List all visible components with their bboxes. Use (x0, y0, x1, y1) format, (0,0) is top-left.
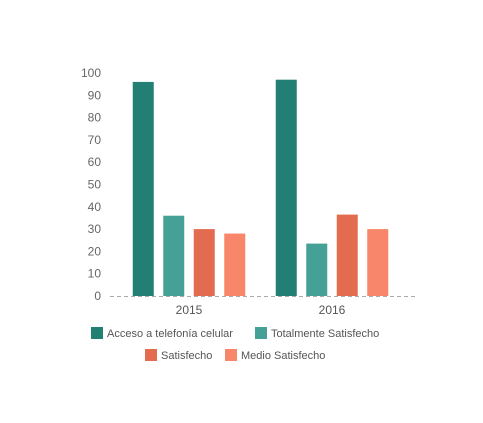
y-tick-label: 30 (88, 222, 102, 236)
bar-2015-series-2 (163, 215, 185, 296)
legend-label[interactable]: Acceso a telefonía celular (107, 328, 233, 340)
y-tick-label: 70 (88, 133, 102, 147)
y-tick-label: 0 (94, 289, 101, 303)
bar-2015-series-4 (224, 233, 246, 296)
legend: Acceso a telefonía celular Totalmente Sat… (91, 327, 379, 362)
y-tick-label: 10 (88, 267, 102, 281)
bar-2015-series-1 (132, 81, 154, 296)
y-tick-label: 50 (88, 178, 102, 192)
bar-2016-series-2 (306, 243, 328, 296)
legend-swatch (145, 349, 157, 361)
bar-2015-series-3 (193, 229, 215, 296)
legend-swatch (255, 327, 267, 339)
legend-swatch (91, 327, 103, 339)
legend-label[interactable]: Satisfecho (161, 350, 212, 362)
bar-2016-series-3 (336, 214, 358, 296)
x-axis: 2015 2016 (176, 303, 346, 317)
y-tick-label: 60 (88, 155, 102, 169)
y-tick-label: 90 (88, 88, 102, 102)
y-tick-label: 100 (81, 66, 101, 80)
y-tick-label: 80 (88, 111, 102, 125)
x-tick-label: 2016 (319, 303, 346, 317)
y-axis: 0 10 20 30 40 50 60 70 80 90 100 (81, 66, 101, 303)
x-tick-label: 2015 (176, 303, 203, 317)
legend-label[interactable]: Medio Satisfecho (241, 350, 325, 362)
bars-group (132, 79, 389, 296)
y-tick-label: 20 (88, 244, 102, 258)
y-tick-label: 40 (88, 200, 102, 214)
bar-2016-series-1 (275, 79, 297, 296)
bar-2016-series-4 (367, 229, 389, 296)
legend-label[interactable]: Totalmente Satisfecho (271, 328, 379, 340)
legend-swatch (225, 349, 237, 361)
